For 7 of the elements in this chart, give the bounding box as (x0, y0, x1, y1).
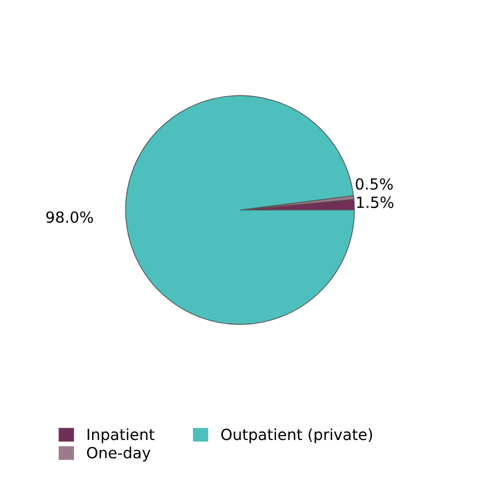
legend-label: Inpatient (88, 428, 154, 444)
legend-label: One-day (87, 446, 150, 462)
data-label: 0.5% (356, 178, 393, 190)
legend-label: Outpatient (private) (221, 428, 372, 444)
pie-slice (125, 95, 355, 325)
data-label: 1.5% (357, 196, 394, 208)
data-label: 98.0% (46, 211, 93, 223)
